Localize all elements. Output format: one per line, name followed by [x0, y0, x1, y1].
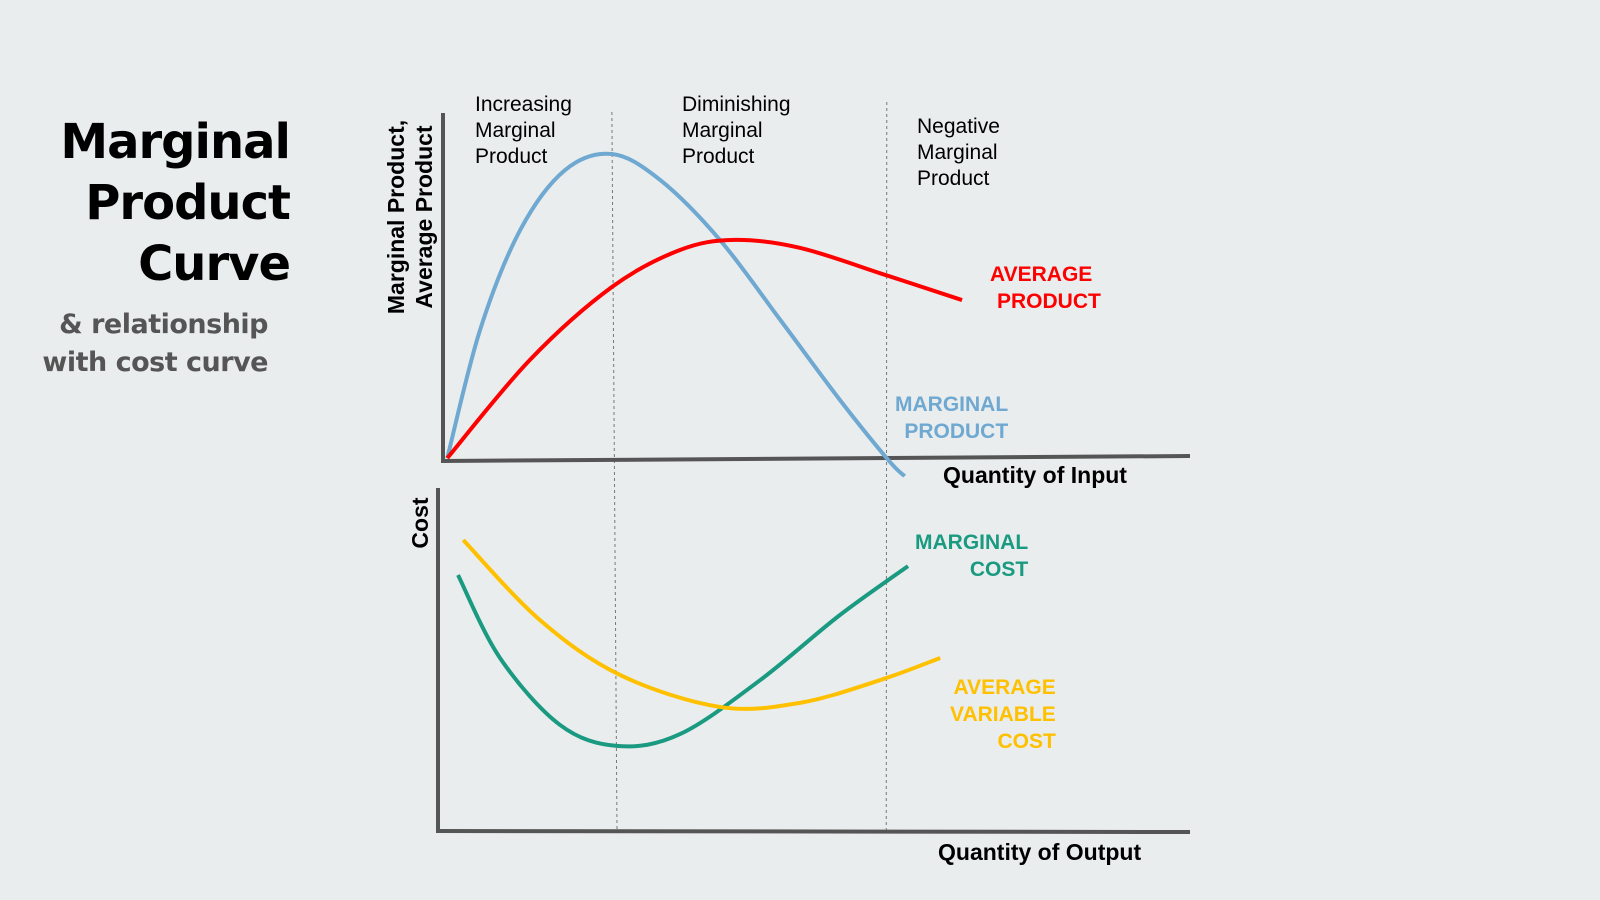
average-product-label: AVERAGE PRODUCT	[990, 261, 1101, 315]
bottom-y-axis-label: Cost	[406, 488, 434, 558]
phase-label-diminishing: Diminishing Marginal Product	[682, 92, 791, 170]
y-label-line: Marginal Product,	[383, 119, 409, 315]
title-line: Product	[85, 175, 291, 231]
label-line: COST	[969, 558, 1029, 581]
marginal-product-curve	[445, 151, 907, 478]
title-line: Curve	[138, 236, 291, 292]
average-variable-cost-curve	[461, 538, 941, 711]
phase-line: Marginal	[682, 119, 763, 142]
output-x-axis	[435, 829, 1191, 834]
phase-line: Negative	[917, 115, 1000, 138]
label-line: VARIABLE	[950, 703, 1056, 726]
page-title: Marginal Product Curve	[60, 112, 291, 295]
subtitle-line: & relationship	[59, 309, 268, 340]
title-line: Marginal	[60, 114, 291, 170]
label-line: AVERAGE	[953, 676, 1056, 699]
label-line: PRODUCT	[904, 420, 1009, 443]
phase-label-increasing: Increasing Marginal Product	[475, 92, 572, 170]
phase-line: Product	[475, 145, 548, 168]
phase-line: Product	[917, 167, 990, 190]
phase-line: Marginal	[917, 141, 998, 164]
bottom-x-axis-label: Quantity of Output	[938, 839, 1142, 865]
phase-divider-line	[611, 111, 618, 831]
marginal-product-label: MARGINAL PRODUCT	[895, 391, 1008, 445]
phase-line: Diminishing	[682, 93, 791, 116]
y-label-line: Average Product	[411, 125, 437, 309]
average-variable-cost-label: AVERAGE VARIABLE COST	[950, 674, 1056, 755]
phase-divider-line	[885, 101, 888, 831]
top-y-axis-label: Marginal Product, Average Product	[382, 102, 438, 332]
label-line: COST	[997, 730, 1056, 753]
phase-line: Increasing	[475, 93, 572, 116]
phase-label-negative: Negative Marginal Product	[917, 114, 1000, 192]
subtitle-line: with cost curve	[42, 347, 268, 378]
phase-line: Product	[682, 145, 755, 168]
subtitle: & relationship with cost curve	[42, 306, 268, 382]
input-x-axis	[440, 454, 1191, 463]
label-line: PRODUCT	[997, 290, 1101, 313]
label-line: MARGINAL	[915, 531, 1029, 554]
y-label-line: Cost	[407, 497, 433, 549]
marginal-cost-curve	[456, 564, 910, 749]
phase-line: Marginal	[475, 119, 556, 142]
top-x-axis-label: Quantity of Input	[943, 462, 1127, 488]
label-line: AVERAGE	[990, 263, 1093, 286]
average-product-curve	[445, 237, 963, 460]
label-line: MARGINAL	[895, 393, 1009, 416]
marginal-cost-label: MARGINAL COST	[915, 529, 1028, 583]
